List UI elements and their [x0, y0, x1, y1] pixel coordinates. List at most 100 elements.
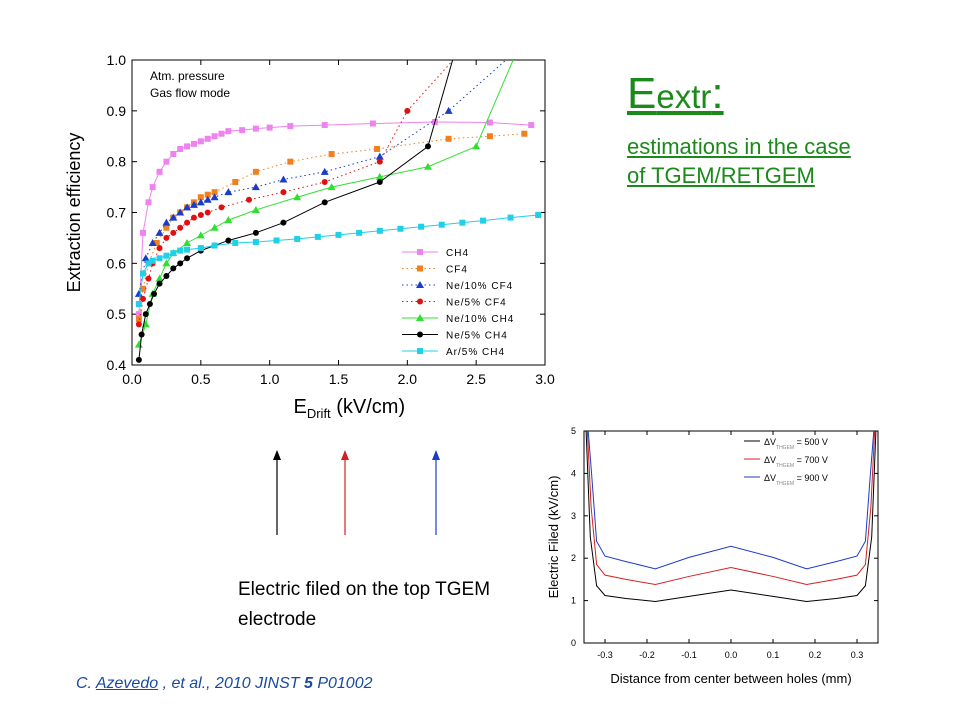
data-point: [153, 240, 160, 246]
legend-label: Ar/5% CH4: [446, 347, 505, 358]
data-point: [417, 348, 423, 354]
citation-prefix: C.: [76, 675, 96, 692]
legend-label-sub: THGEM: [776, 463, 794, 469]
citation-volume: 5: [303, 675, 313, 692]
data-point: [170, 265, 177, 272]
data-point: [418, 223, 425, 230]
extraction-efficiency-chart: 0.0 0.5 1.0 1.5 2.0 2.5 3.0 0.4 0.5 0.6 0.7 0.8 0.9 1…: [64, 52, 555, 421]
y-tick-label: 0.5: [107, 306, 127, 322]
data-point: [266, 124, 273, 131]
data-point: [376, 158, 383, 165]
series-group: [585, 431, 877, 602]
legend-label: Ne/5% CF4: [446, 298, 507, 309]
data-point: [135, 311, 142, 318]
legend-label: ΔVTHGEM = 500 V: [764, 437, 828, 451]
data-point: [184, 246, 191, 253]
data-point: [204, 191, 211, 198]
x-tick-label: 0.0: [122, 371, 142, 387]
y-axis-label: Electric Filed (kV/cm): [546, 476, 561, 599]
data-point: [232, 240, 239, 246]
data-point: [424, 143, 431, 150]
data-point: [211, 133, 218, 140]
legend-label: Ne/5% CH4: [446, 331, 508, 342]
data-point: [287, 158, 294, 165]
data-point: [239, 127, 246, 134]
legend-label: CF4: [446, 265, 468, 276]
arrow-caption: Electric filed on the top TGEM electrode: [238, 579, 491, 630]
data-point: [184, 255, 191, 262]
legend-label-main: ΔV: [764, 473, 776, 483]
data-point: [224, 216, 233, 224]
data-point: [145, 260, 152, 267]
x-axis-label-main: E: [294, 396, 307, 418]
data-point: [163, 273, 170, 280]
data-point: [145, 199, 152, 206]
data-point: [197, 245, 204, 252]
data-point: [416, 314, 424, 321]
x-axis-label: Distance from center between holes (mm): [610, 671, 851, 686]
data-point: [197, 138, 204, 145]
data-point: [293, 193, 302, 201]
y-tick-label: 1: [571, 596, 576, 606]
data-point: [328, 151, 335, 158]
arrow-head: [273, 450, 281, 460]
data-point: [176, 208, 185, 216]
y-tick-label: 4: [571, 468, 576, 478]
title-heading: Eextr:: [627, 72, 867, 116]
data-point: [335, 231, 342, 238]
arrow-head: [341, 450, 349, 460]
data-point: [369, 120, 376, 127]
x-tick-label: 1.0: [260, 371, 280, 387]
data-point: [232, 179, 239, 185]
data-point: [135, 301, 142, 307]
title-e: E: [627, 69, 657, 118]
data-point: [140, 285, 147, 292]
data-point: [374, 145, 381, 152]
data-point: [184, 143, 191, 150]
data-point: [252, 168, 259, 175]
data-point: [156, 255, 163, 262]
data-point: [156, 245, 163, 252]
title-subtitle: estimations in the case of TGEM/RETGEM: [627, 134, 851, 188]
data-point: [417, 265, 423, 272]
data-point: [155, 274, 164, 282]
data-point: [162, 259, 171, 267]
data-point: [142, 311, 149, 318]
data-point: [327, 183, 336, 191]
data-point: [177, 145, 184, 152]
data-point: [163, 234, 170, 241]
data-point: [416, 281, 424, 288]
data-point: [140, 229, 147, 236]
data-point: [445, 135, 452, 142]
data-point: [417, 331, 423, 338]
data-point: [210, 193, 219, 201]
x-axis-label-sub: Drift: [307, 406, 331, 421]
x-tick-label: 2.5: [466, 371, 486, 387]
legend-label-sub: THGEM: [776, 445, 794, 451]
data-point: [417, 298, 423, 305]
x-tick-label: 1.5: [329, 371, 349, 387]
data-point: [294, 235, 301, 242]
data-point: [459, 219, 466, 226]
citation-journal: , et al., 2010 JINST: [158, 675, 304, 692]
data-point: [211, 189, 218, 196]
data-point: [140, 270, 147, 277]
data-point: [169, 213, 178, 221]
y-tick-label: 0.8: [107, 154, 127, 170]
x-tick-label: 0.3: [851, 650, 864, 660]
data-point: [375, 172, 384, 180]
data-point: [183, 203, 192, 211]
data-point: [177, 224, 184, 231]
data-point: [183, 239, 192, 246]
data-point: [423, 162, 432, 170]
x-tick-label: 0.0: [725, 650, 738, 660]
y-tick-label: 0.6: [107, 255, 127, 271]
legend-label: Ne/10% CH4: [446, 314, 514, 325]
citation-author-link[interactable]: Azevedo: [95, 675, 159, 692]
legend-label: ΔVTHGEM = 900 V: [764, 473, 828, 487]
data-point: [210, 223, 219, 231]
legend-label-value: = 500 V: [794, 437, 828, 447]
data-point: [204, 135, 211, 142]
data-point: [375, 152, 384, 160]
data-point: [151, 290, 158, 297]
